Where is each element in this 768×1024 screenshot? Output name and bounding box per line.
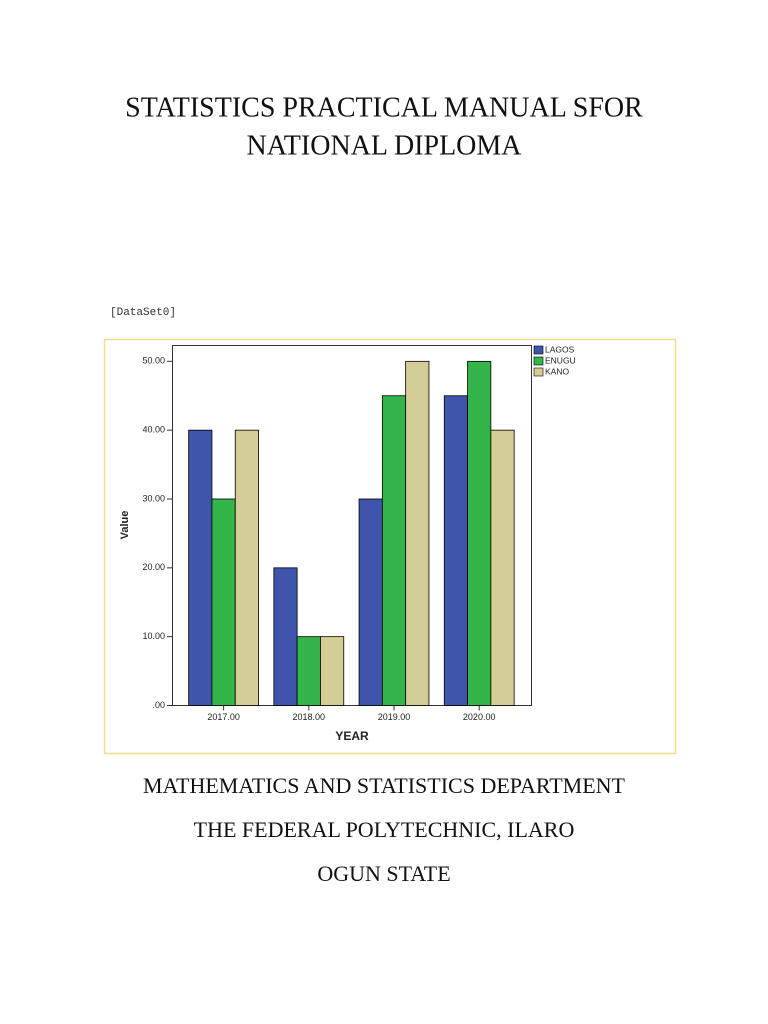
- bar: [405, 360, 430, 706]
- legend-label: ENUGU: [545, 355, 576, 365]
- bar: [296, 636, 321, 706]
- plot-area: [172, 345, 532, 706]
- y-tick-label: 40.00: [142, 425, 165, 435]
- legend-swatch: [533, 356, 544, 366]
- y-tick-label: 20.00: [142, 562, 165, 572]
- y-axis-label: Value: [119, 511, 131, 540]
- footer-line: THE FEDERAL POLYTECHNIC, ILARO: [194, 817, 575, 842]
- footer-line: MATHEMATICS AND STATISTICS DEPARTMENT: [143, 773, 626, 798]
- legend-swatch: [533, 345, 544, 355]
- y-tick-label: 50.00: [142, 356, 165, 366]
- y-tick-label: .00: [152, 700, 165, 710]
- bar: [467, 360, 492, 706]
- bar: [234, 429, 259, 706]
- title-line: STATISTICS PRACTICAL MANUAL SFOR: [125, 92, 643, 123]
- x-tick-label: 2017.00: [207, 712, 240, 722]
- legend-swatch: [533, 367, 544, 377]
- legend-label: KANO: [545, 366, 569, 376]
- bar: [381, 395, 407, 706]
- bar: [211, 498, 236, 706]
- dataset-label: [DataSet0]: [110, 307, 176, 319]
- bar: [443, 395, 468, 706]
- footer-line: OGUN STATE: [317, 861, 450, 886]
- x-tick-label: 2020.00: [463, 712, 496, 722]
- legend-label: LAGOS: [545, 344, 575, 354]
- bar: [358, 498, 383, 706]
- x-tick-label: 2018.00: [293, 712, 326, 722]
- x-tick-label: 2019.00: [378, 712, 411, 722]
- x-axis-label: YEAR: [335, 729, 369, 743]
- y-tick-label: 10.00: [142, 631, 165, 641]
- y-tick-label: 30.00: [142, 493, 165, 503]
- bar: [273, 567, 298, 706]
- bar: [490, 429, 515, 706]
- title-line: NATIONAL DIPLOMA: [246, 130, 522, 161]
- chart-frame: [103, 338, 677, 755]
- bar: [188, 429, 213, 706]
- bar: [320, 636, 345, 706]
